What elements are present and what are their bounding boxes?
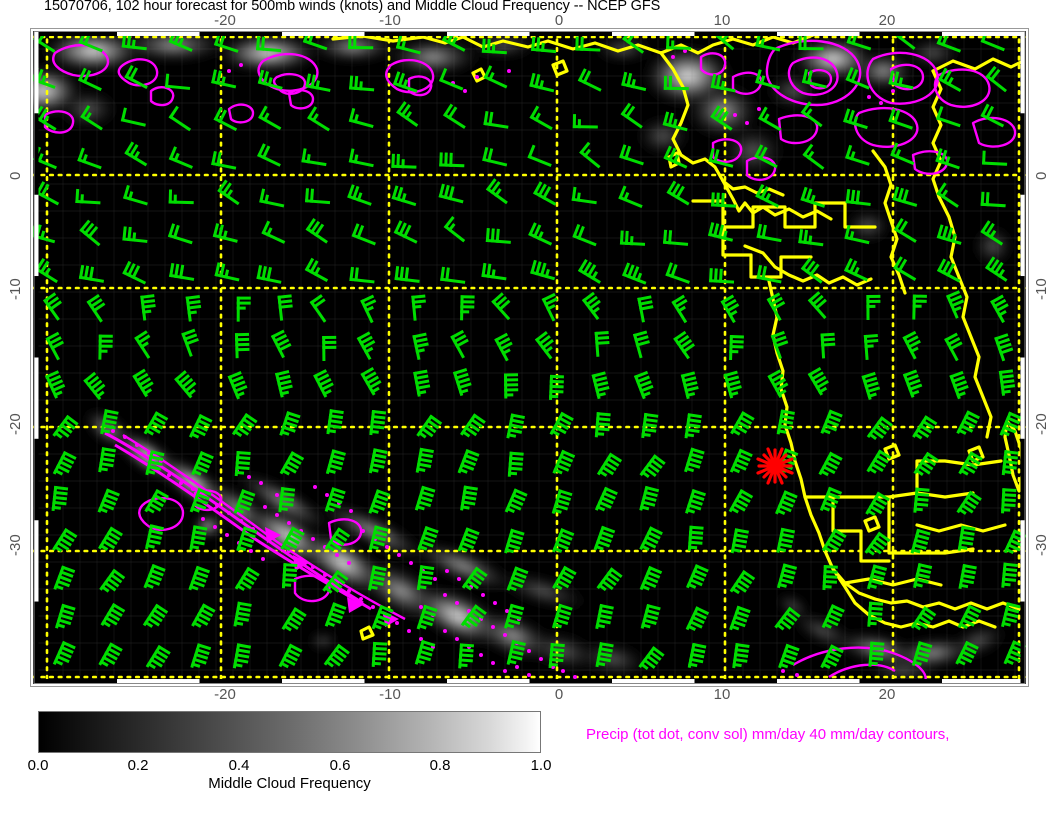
y-tick-right-1: -10 (1033, 278, 1050, 300)
y-tick-left-3: -30 (7, 534, 24, 556)
y-tick-right-3: -30 (1033, 534, 1050, 556)
precip-legend-text: Precip (tot dot, conv sol) mm/day 40 mm/… (586, 726, 950, 743)
x-tick-top-0: -20 (214, 12, 236, 29)
y-tick-right-0: 0 (1033, 171, 1050, 181)
colorbar-tick-1: 0.2 (127, 757, 149, 774)
station-marker[interactable] (756, 447, 794, 485)
colorbar-container (38, 711, 541, 753)
y-tick-left-2: -20 (7, 413, 24, 435)
x-tick-bottom-0: -20 (214, 686, 236, 703)
x-tick-bottom-2: 0 (554, 686, 564, 703)
y-tick-right-2: -20 (1033, 413, 1050, 435)
x-tick-bottom-3: 10 (713, 686, 731, 703)
colorbar-tick-5: 1.0 (530, 757, 552, 774)
colorbar-label: Middle Cloud Frequency (208, 775, 371, 792)
x-tick-bottom-4: 20 (878, 686, 896, 703)
map-plot-area[interactable] (33, 31, 1026, 684)
x-tick-top-2: 0 (554, 12, 564, 29)
figure-title: 15070706, 102 hour forecast for 500mb wi… (44, 0, 661, 14)
colorbar-tick-2: 0.4 (228, 757, 250, 774)
x-tick-top-1: -10 (379, 12, 401, 29)
y-tick-left-1: -10 (7, 278, 24, 300)
colorbar-tick-0: 0.0 (27, 757, 49, 774)
x-tick-top-3: 10 (713, 12, 731, 29)
colorbar-gradient (38, 711, 541, 753)
y-tick-left-0: 0 (7, 171, 24, 181)
x-tick-top-4: 20 (878, 12, 896, 29)
colorbar-tick-3: 0.6 (329, 757, 351, 774)
map-svg (33, 31, 1026, 684)
x-tick-bottom-1: -10 (379, 686, 401, 703)
colorbar-tick-4: 0.8 (429, 757, 451, 774)
